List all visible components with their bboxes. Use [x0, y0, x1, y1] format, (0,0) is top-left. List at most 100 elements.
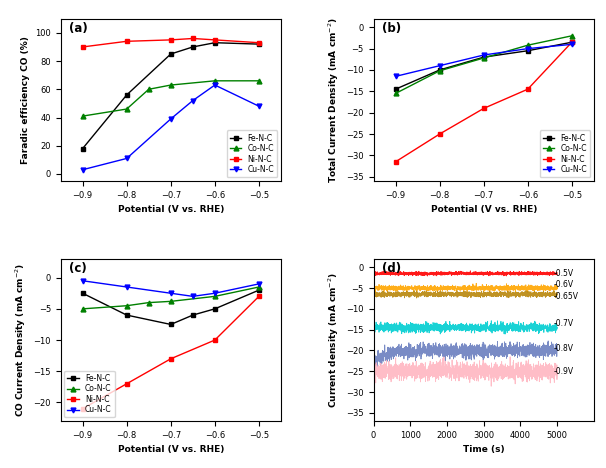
Co-N-C	[79, 113, 86, 119]
Fe-N-C	[568, 39, 576, 45]
Co-N-C	[167, 82, 175, 88]
Ni-N-C	[255, 40, 262, 45]
Cu-N-C	[480, 52, 487, 58]
Line: Co-N-C: Co-N-C	[80, 78, 261, 118]
Co-N-C	[79, 306, 86, 312]
Ni-N-C	[524, 87, 531, 92]
Cu-N-C	[568, 42, 576, 47]
Cu-N-C	[211, 291, 219, 296]
Co-N-C	[480, 55, 487, 61]
Cu-N-C	[436, 63, 443, 68]
Line: Fe-N-C: Fe-N-C	[393, 40, 574, 92]
Text: (a): (a)	[70, 22, 88, 35]
Fe-N-C	[79, 291, 86, 296]
Fe-N-C	[524, 48, 531, 53]
Ni-N-C	[167, 37, 175, 43]
Cu-N-C	[123, 156, 130, 161]
Cu-N-C	[123, 284, 130, 290]
Fe-N-C	[480, 54, 487, 60]
Co-N-C	[524, 43, 531, 48]
Line: Cu-N-C: Cu-N-C	[393, 42, 574, 79]
Ni-N-C	[568, 39, 576, 45]
Ni-N-C	[255, 293, 262, 299]
Co-N-C	[392, 91, 399, 96]
Text: -0.8V: -0.8V	[553, 344, 573, 353]
Cu-N-C	[255, 281, 262, 287]
Line: Ni-N-C: Ni-N-C	[393, 40, 574, 164]
Ni-N-C	[436, 131, 443, 137]
Line: Co-N-C: Co-N-C	[80, 285, 261, 311]
Fe-N-C	[392, 87, 399, 92]
Fe-N-C	[79, 146, 86, 151]
Text: (b): (b)	[382, 22, 401, 35]
Fe-N-C	[255, 287, 262, 293]
Line: Fe-N-C: Fe-N-C	[80, 40, 261, 151]
Fe-N-C	[123, 312, 130, 318]
Co-N-C	[123, 303, 130, 308]
Fe-N-C	[436, 67, 443, 73]
Cu-N-C	[211, 82, 219, 88]
Ni-N-C	[79, 406, 86, 411]
Cu-N-C	[524, 46, 531, 51]
Cu-N-C	[167, 291, 175, 296]
Ni-N-C	[189, 36, 196, 41]
Legend: Fe-N-C, Co-N-C, Ni-N-C, Cu-N-C: Fe-N-C, Co-N-C, Ni-N-C, Cu-N-C	[64, 371, 115, 417]
Y-axis label: CO Current Density (mA cm$^{-2}$): CO Current Density (mA cm$^{-2}$)	[13, 263, 28, 417]
Fe-N-C	[123, 92, 130, 98]
Text: -0.7V: -0.7V	[553, 319, 574, 328]
Co-N-C	[436, 68, 443, 73]
Ni-N-C	[392, 159, 399, 165]
Fe-N-C	[211, 40, 219, 45]
Line: Fe-N-C: Fe-N-C	[80, 288, 261, 327]
Fe-N-C	[189, 312, 196, 318]
Ni-N-C	[123, 38, 130, 44]
Line: Ni-N-C: Ni-N-C	[80, 36, 261, 50]
Co-N-C	[211, 293, 219, 299]
Fe-N-C	[167, 322, 175, 327]
Ni-N-C	[123, 381, 130, 387]
Y-axis label: Total Current Density (mA cm$^{-2}$): Total Current Density (mA cm$^{-2}$)	[326, 17, 341, 183]
Co-N-C	[145, 300, 152, 306]
Cu-N-C	[79, 278, 86, 284]
Y-axis label: Faradic efficiency CO (%): Faradic efficiency CO (%)	[21, 36, 30, 164]
X-axis label: Potential (V vs. RHE): Potential (V vs. RHE)	[430, 205, 537, 214]
Line: Cu-N-C: Cu-N-C	[80, 278, 261, 299]
Cu-N-C	[392, 73, 399, 79]
Legend: Fe-N-C, Co-N-C, Ni-N-C, Cu-N-C: Fe-N-C, Co-N-C, Ni-N-C, Cu-N-C	[227, 131, 277, 177]
Co-N-C	[211, 78, 219, 84]
Fe-N-C	[189, 44, 196, 50]
Co-N-C	[167, 299, 175, 304]
Cu-N-C	[255, 103, 262, 109]
Ni-N-C	[79, 44, 86, 50]
X-axis label: Time (s): Time (s)	[463, 446, 505, 454]
Ni-N-C	[211, 337, 219, 343]
Cu-N-C	[189, 293, 196, 299]
Co-N-C	[145, 87, 152, 92]
Line: Cu-N-C: Cu-N-C	[80, 83, 261, 172]
Line: Co-N-C: Co-N-C	[393, 33, 574, 96]
Text: -0.9V: -0.9V	[553, 367, 574, 376]
Co-N-C	[255, 78, 262, 84]
Text: (d): (d)	[382, 262, 401, 275]
Text: -0.65V: -0.65V	[553, 292, 579, 301]
X-axis label: Potential (V vs. RHE): Potential (V vs. RHE)	[118, 205, 224, 214]
Cu-N-C	[189, 98, 196, 103]
Co-N-C	[568, 33, 576, 39]
Ni-N-C	[167, 356, 175, 362]
Legend: Fe-N-C, Co-N-C, Ni-N-C, Cu-N-C: Fe-N-C, Co-N-C, Ni-N-C, Cu-N-C	[540, 131, 590, 177]
Text: -0.6V: -0.6V	[553, 280, 574, 289]
Line: Ni-N-C: Ni-N-C	[80, 294, 261, 411]
Fe-N-C	[211, 306, 219, 312]
Cu-N-C	[167, 116, 175, 122]
Text: -0.5V: -0.5V	[553, 269, 574, 278]
Ni-N-C	[211, 37, 219, 43]
Fe-N-C	[167, 51, 175, 57]
Co-N-C	[123, 106, 130, 112]
Y-axis label: Current density (mA cm$^{-2}$): Current density (mA cm$^{-2}$)	[326, 272, 341, 408]
Cu-N-C	[79, 167, 86, 173]
Co-N-C	[255, 284, 262, 290]
X-axis label: Potential (V vs. RHE): Potential (V vs. RHE)	[118, 446, 224, 454]
Text: (c): (c)	[70, 262, 87, 275]
Ni-N-C	[480, 106, 487, 111]
Fe-N-C	[255, 41, 262, 47]
